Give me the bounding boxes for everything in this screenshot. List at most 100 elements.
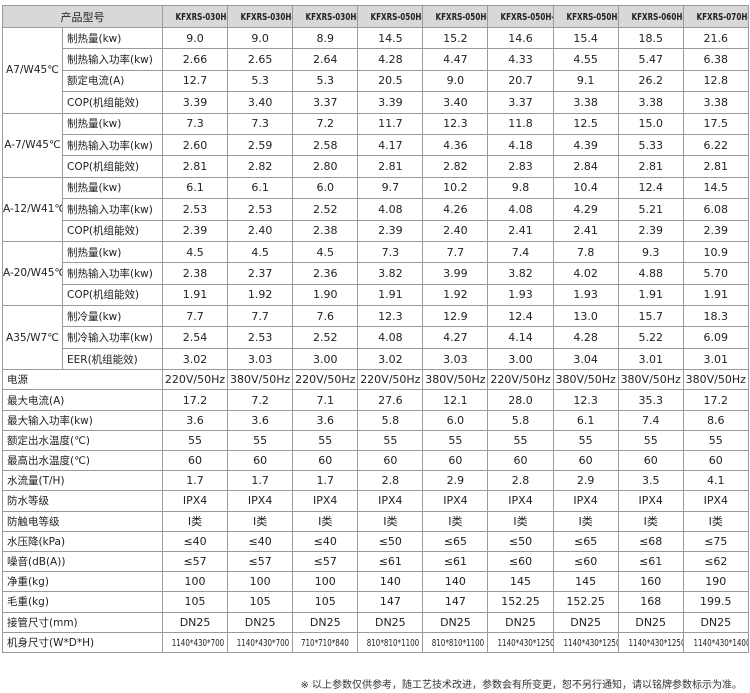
value: I类 — [292, 510, 359, 532]
value: 2.9 — [422, 470, 489, 492]
value: 55 — [682, 429, 749, 452]
model-name-text: KFXRS-050H-LN — [566, 12, 617, 23]
value: 4.26 — [422, 198, 489, 221]
value: 10.9 — [682, 240, 749, 264]
value: 2.41 — [487, 219, 554, 242]
value: 380V/50Hz — [617, 369, 684, 391]
model-name: KFXRS-050H-LN — [422, 5, 489, 28]
value: 60 — [682, 449, 749, 472]
param-row: A-12/W41℃ 制热量(kw) 6.1 6.1 6.0 9.7 10.2 9.8 10.4 1… — [2, 176, 749, 242]
value: 7.2 — [227, 389, 294, 411]
value: 3.82 — [357, 262, 424, 285]
value: 2.39 — [161, 219, 229, 242]
value: 190 — [682, 571, 749, 593]
value: 145 — [487, 571, 554, 593]
param-label: 制热输入功率(kw) — [62, 48, 163, 71]
param-row: 制热输入功率(kw) 2.53 2.53 2.52 4.08 4.26 4.08 4.29 5.… — [3, 198, 749, 221]
value: 380V/50Hz — [422, 369, 489, 391]
param-row: 电源 220V/50Hz 380V/50Hz 220V/50Hz 220V/50Hz 38… — [2, 369, 749, 391]
value: 4.88 — [617, 262, 684, 285]
value: 3.00 — [487, 347, 554, 371]
value: 3.02 — [161, 347, 229, 371]
value: 4.29 — [552, 198, 619, 221]
value: 9.0 — [161, 26, 229, 50]
model-name: KFXRS-030H-LN — [161, 5, 229, 28]
value: 145 — [552, 571, 619, 593]
param-label: COP(机组能效) — [62, 219, 163, 242]
model-name-text: KFXRS-050H-LN — [435, 12, 487, 23]
value: 220V/50Hz — [357, 369, 424, 391]
model-name-text: KFXRS-060H-LN — [631, 12, 683, 23]
value: 1.91 — [357, 283, 424, 307]
value: IPX4 — [552, 490, 619, 512]
value: ≤40 — [292, 530, 359, 552]
param-row: 噪音(dB(A)) ≤57 ≤57 ≤57 ≤61 ≤61 ≤60 ≤60 ≤61 ≤62 — [2, 550, 749, 573]
value: 2.39 — [617, 219, 684, 242]
value: 15.2 — [422, 26, 489, 50]
param-label: 防水等级 — [2, 490, 163, 512]
value: 14.5 — [357, 26, 424, 50]
value: 1.7 — [227, 470, 294, 492]
param-row: EER(机组能效) 3.02 3.03 3.00 3.02 3.03 3.00 3.04 3.0… — [3, 347, 749, 371]
value: ≤57 — [227, 550, 294, 573]
value: 3.5 — [617, 470, 684, 492]
value: 5.8 — [357, 409, 424, 431]
value: 8.6 — [682, 409, 749, 431]
value: DN25 — [487, 611, 554, 633]
value: 9.0 — [227, 26, 294, 50]
value: 220V/50Hz — [161, 369, 229, 391]
param-label: 最大电流(A) — [2, 389, 163, 411]
model-name: KFXRS-050H-LN — [487, 5, 554, 28]
value: 9.8 — [487, 176, 554, 200]
value: I类 — [422, 510, 489, 532]
value: 7.7 — [161, 305, 229, 328]
value: ≤61 — [422, 550, 489, 573]
value: 12.4 — [617, 176, 684, 200]
value: 1140*430*1400 — [682, 631, 749, 653]
model-name-text: KFXRS-030H-LN — [305, 12, 357, 23]
value: 7.8 — [552, 240, 619, 264]
value: 7.7 — [227, 305, 294, 328]
param-row: COP(机组能效) 2.81 2.82 2.80 2.81 2.82 2.83 2.84 2.8… — [3, 155, 749, 178]
param-label: 制热量(kw) — [62, 26, 163, 50]
value: 105 — [161, 591, 229, 613]
value: DN25 — [227, 611, 294, 633]
value: 5.3 — [227, 69, 294, 93]
value: 2.81 — [617, 155, 684, 178]
param-label: EER(机组能效) — [62, 347, 163, 371]
value: 2.59 — [227, 133, 294, 157]
value: I类 — [682, 510, 749, 532]
value: 4.1 — [682, 470, 749, 492]
value: 220V/50Hz — [487, 369, 554, 391]
value: 2.36 — [292, 262, 359, 285]
value: 1.92 — [422, 283, 489, 307]
value-text: 1140*430*700 — [171, 637, 225, 649]
value: 1.91 — [617, 283, 684, 307]
value: IPX4 — [227, 490, 294, 512]
value: 15.0 — [617, 112, 684, 135]
value: 2.41 — [552, 219, 619, 242]
condition: A-12/W41℃ — [2, 176, 63, 242]
value: 100 — [292, 571, 359, 593]
param-row: A35/W7℃ 制冷量(kw) 7.7 7.7 7.6 12.3 12.9 12.4 13.0 1… — [2, 305, 749, 371]
value: DN25 — [682, 611, 749, 633]
value: 17.5 — [682, 112, 749, 135]
value: 55 — [617, 429, 684, 452]
value: 10.2 — [422, 176, 489, 200]
param-row: 制热输入功率(kw) 2.66 2.65 2.64 4.28 4.47 4.33 4.55 5.… — [3, 48, 749, 71]
value: 4.39 — [552, 133, 619, 157]
model-name: KFXRS-050H-LN — [552, 5, 619, 28]
value: 2.82 — [422, 155, 489, 178]
value: 3.01 — [682, 347, 749, 371]
value: DN25 — [552, 611, 619, 633]
value: DN25 — [357, 611, 424, 633]
value: I类 — [357, 510, 424, 532]
value: 1140*430*1250 — [487, 631, 554, 653]
value: 9.0 — [422, 69, 489, 93]
value: 28.0 — [487, 389, 554, 411]
param-label: 噪音(dB(A)) — [2, 550, 163, 573]
value: 21.6 — [682, 26, 749, 50]
value: 20.7 — [487, 69, 554, 93]
value: 2.53 — [227, 198, 294, 221]
param-row: COP(机组能效) 3.39 3.40 3.37 3.39 3.40 3.37 3.38 3.3… — [3, 91, 749, 114]
